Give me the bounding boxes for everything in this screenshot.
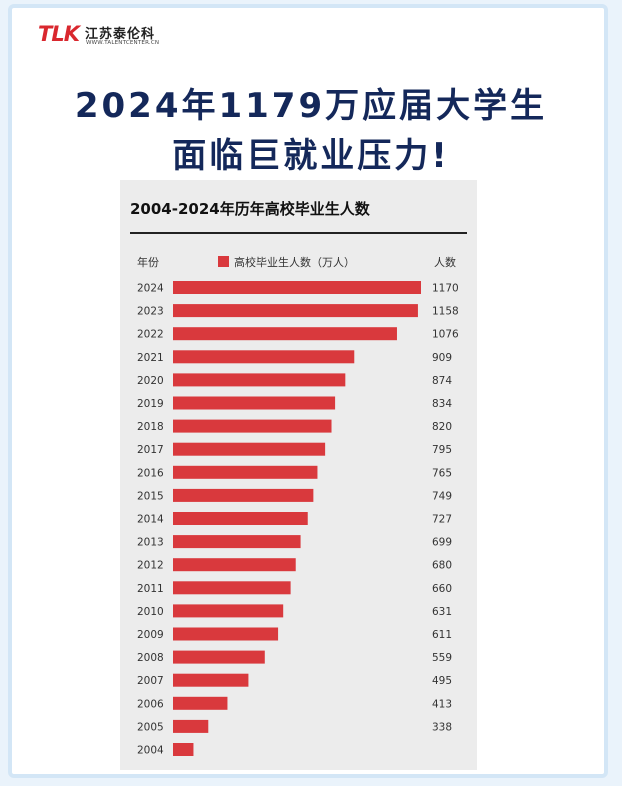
bar-2023 bbox=[173, 304, 418, 318]
bar-2007 bbox=[173, 673, 249, 687]
legend-label: 高校毕业生人数（万人） bbox=[234, 255, 355, 269]
value-label: 680 bbox=[432, 560, 452, 572]
logo-mark: TLK bbox=[38, 22, 80, 46]
chart-card: 2004-2024年历年高校毕业生人数年份 人数 高校毕业生人数（万人） 2024 11… bbox=[120, 180, 477, 770]
year-label: 2019 bbox=[137, 398, 164, 410]
bar-2013 bbox=[173, 535, 301, 549]
bar-2015 bbox=[173, 488, 314, 502]
value-label: 765 bbox=[432, 467, 452, 479]
year-label: 2005 bbox=[137, 721, 164, 733]
bar-2014 bbox=[173, 512, 308, 525]
year-label: 2013 bbox=[137, 537, 164, 549]
value-label: 795 bbox=[432, 444, 452, 456]
bar-2017 bbox=[173, 442, 326, 456]
logo-name: 江苏泰伦科 bbox=[85, 27, 156, 42]
bar-2010 bbox=[173, 604, 284, 618]
year-label: 2017 bbox=[137, 444, 164, 456]
value-label: 727 bbox=[432, 514, 452, 526]
bar-2016 bbox=[173, 465, 318, 479]
value-label: 413 bbox=[432, 698, 452, 710]
bar-2022 bbox=[173, 327, 397, 341]
year-label: 2015 bbox=[137, 490, 164, 502]
value-label: 1170 bbox=[432, 283, 459, 295]
year-label: 2012 bbox=[137, 560, 164, 572]
value-label: 909 bbox=[432, 352, 452, 364]
value-label: 631 bbox=[432, 606, 452, 618]
headline-line-2: 面临巨就业压力! bbox=[172, 136, 450, 176]
value-label: 338 bbox=[432, 721, 452, 733]
year-label: 2006 bbox=[137, 698, 164, 710]
value-label: 559 bbox=[432, 652, 452, 664]
year-label: 2004 bbox=[137, 745, 164, 757]
bar-2006 bbox=[173, 696, 228, 710]
logo-url: WWW.TALENTCENTER.CN bbox=[86, 40, 160, 46]
year-label: 2023 bbox=[137, 306, 164, 318]
count-header: 人数 bbox=[434, 256, 456, 269]
bar-2024 bbox=[173, 281, 421, 294]
value-label: 660 bbox=[432, 583, 452, 595]
year-label: 2024 bbox=[137, 283, 164, 295]
bar-2005 bbox=[173, 719, 209, 733]
bar-2021 bbox=[173, 350, 355, 364]
year-label: 2022 bbox=[137, 329, 164, 341]
year-label: 2011 bbox=[137, 583, 164, 595]
legend-swatch bbox=[218, 256, 229, 267]
year-label: 2009 bbox=[137, 629, 164, 641]
bar-2008 bbox=[173, 650, 265, 664]
year-label: 2007 bbox=[137, 675, 164, 687]
bar-2009 bbox=[173, 627, 279, 641]
headline-line-1: 2024年1179万应届大学生 bbox=[74, 86, 548, 126]
value-label: 874 bbox=[432, 375, 452, 387]
bar-2012 bbox=[173, 558, 296, 572]
year-label: 2014 bbox=[137, 514, 164, 526]
value-label: 611 bbox=[432, 629, 452, 641]
year-label: 2018 bbox=[137, 421, 164, 433]
year-label: 2016 bbox=[137, 467, 164, 479]
value-label: 699 bbox=[432, 537, 452, 549]
year-header: 年份 bbox=[137, 255, 159, 269]
bar-2011 bbox=[173, 581, 291, 595]
chart-title: 2004-2024年历年高校毕业生人数 bbox=[130, 200, 371, 218]
year-label: 2010 bbox=[137, 606, 164, 618]
value-label: 820 bbox=[432, 421, 452, 433]
bar-2004 bbox=[173, 743, 194, 756]
value-label: 495 bbox=[432, 675, 452, 687]
value-label: 1076 bbox=[432, 329, 459, 341]
brand-logo: TLK 江苏泰伦科 WWW.TALENTCENTER.CN bbox=[38, 22, 198, 52]
value-label: 749 bbox=[432, 490, 452, 502]
value-label: 1158 bbox=[432, 306, 459, 318]
year-label: 2008 bbox=[137, 652, 164, 664]
bar-2020 bbox=[173, 373, 346, 387]
bar-2018 bbox=[173, 419, 332, 433]
year-label: 2021 bbox=[137, 352, 164, 364]
year-label: 2020 bbox=[137, 375, 164, 387]
value-label: 834 bbox=[432, 398, 452, 410]
bar-2019 bbox=[173, 396, 336, 410]
